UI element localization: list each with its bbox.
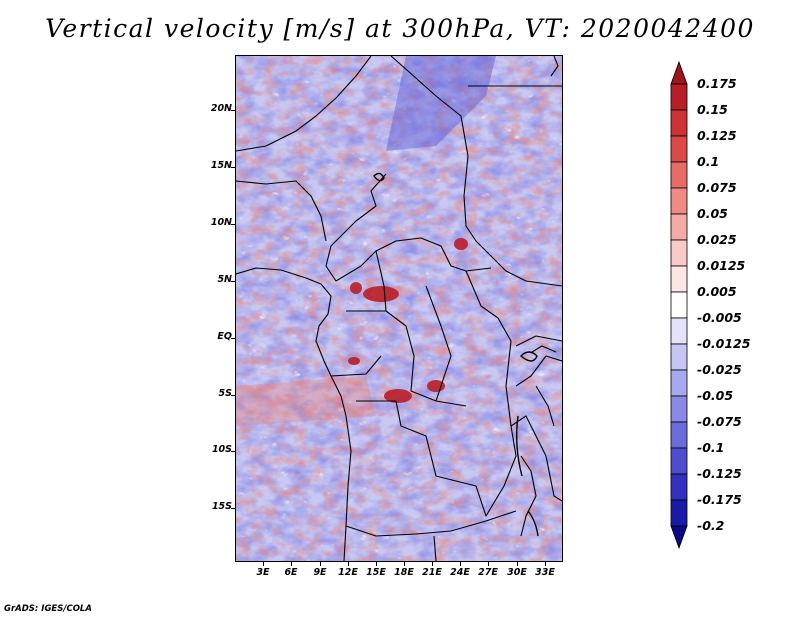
velocity-field-map: [236, 56, 562, 561]
lon-tick: [432, 562, 433, 566]
boundaries: [236, 56, 562, 561]
lon-label: 15E: [366, 567, 386, 578]
lon-label: 12E: [338, 567, 358, 578]
lat-tick: [231, 451, 235, 452]
lon-tick: [404, 562, 405, 566]
colorbar-swatch: [670, 395, 688, 423]
colorbar-label: 0.1: [697, 154, 720, 169]
lon-label: 18E: [394, 567, 414, 578]
map-panel: [235, 55, 563, 562]
lat-label: 15N: [210, 160, 232, 171]
sinking-band: [386, 56, 496, 151]
colorbar-top-arrow: [670, 60, 688, 85]
colorbar-swatch: [670, 447, 688, 475]
plot-title: Vertical velocity [m/s] at 300hPa, VT: 2…: [45, 14, 755, 43]
colorbar-swatch: [670, 265, 688, 293]
lat-tick: [231, 281, 235, 282]
lat-tick: [231, 338, 235, 339]
lon-tick: [291, 562, 292, 566]
lon-tick: [348, 562, 349, 566]
colorbar-swatch: [670, 187, 688, 215]
colorbar-swatch: [670, 317, 688, 345]
colorbar-label: 0.125: [697, 128, 737, 143]
lon-tick: [263, 562, 264, 566]
colorbar-swatch: [670, 343, 688, 371]
colorbar-label: 0.025: [697, 232, 737, 247]
colorbar-swatch: [670, 109, 688, 137]
lon-tick: [460, 562, 461, 566]
rising-band: [236, 376, 376, 426]
colorbar-swatch: [670, 369, 688, 397]
lon-label: 21E: [422, 567, 442, 578]
colorbar-swatch: [670, 213, 688, 241]
colorbar-label: 0.05: [697, 206, 728, 221]
colorbar-label: 0.075: [697, 180, 737, 195]
lake-outlines: [373, 172, 539, 537]
lon-label: 6E: [284, 567, 298, 578]
lon-tick: [320, 562, 321, 566]
lat-label: 20N: [210, 103, 232, 114]
lat-tick: [231, 110, 235, 111]
colorbar-label: -0.175: [697, 492, 742, 507]
lat-label: EQ: [217, 331, 232, 342]
lon-label: 24E: [450, 567, 470, 578]
lat-tick: [231, 508, 235, 509]
lat-tick: [231, 224, 235, 225]
lon-tick: [488, 562, 489, 566]
colorbar-label: -0.1: [697, 440, 725, 455]
colorbar-label: 0.15: [697, 102, 728, 117]
colorbar-label: -0.075: [697, 414, 742, 429]
colorbar-swatch: [670, 135, 688, 163]
colorbar-label: -0.0125: [697, 336, 751, 351]
colorbar-swatch: [670, 291, 688, 319]
colorbar-swatch: [670, 473, 688, 501]
colorbar: [670, 60, 688, 550]
lat-tick: [231, 395, 235, 396]
lon-label: 30E: [507, 567, 527, 578]
lat-label: 10N: [210, 217, 232, 228]
colorbar-label: -0.005: [697, 310, 742, 325]
colorbar-swatch: [670, 161, 688, 189]
colorbar-bottom-arrow: [670, 525, 688, 550]
lon-tick: [376, 562, 377, 566]
colorbar-label: -0.2: [697, 518, 725, 533]
colorbar-swatch: [670, 421, 688, 449]
credit-text: GrADS: IGES/COLA: [4, 604, 92, 614]
lon-label: 33E: [535, 567, 555, 578]
colorbar-label: 0.005: [697, 284, 737, 299]
lat-tick: [231, 167, 235, 168]
lat-label: 15S: [211, 501, 232, 512]
lon-label: 3E: [256, 567, 270, 578]
colorbar-label: 0.175: [697, 76, 737, 91]
colorbar-label: -0.025: [697, 362, 742, 377]
lon-label: 27E: [478, 567, 498, 578]
lon-tick: [545, 562, 546, 566]
lon-label: 9E: [313, 567, 327, 578]
lat-label: 10S: [211, 444, 232, 455]
colorbar-label: -0.05: [697, 388, 734, 403]
colorbar-swatch: [670, 239, 688, 267]
lon-tick: [517, 562, 518, 566]
colorbar-swatch: [670, 499, 688, 527]
colorbar-label: 0.0125: [697, 258, 746, 273]
lat-label: 5N: [217, 274, 232, 285]
lat-label: 5S: [218, 388, 232, 399]
colorbar-label: -0.125: [697, 466, 742, 481]
colorbar-swatch: [670, 83, 688, 111]
